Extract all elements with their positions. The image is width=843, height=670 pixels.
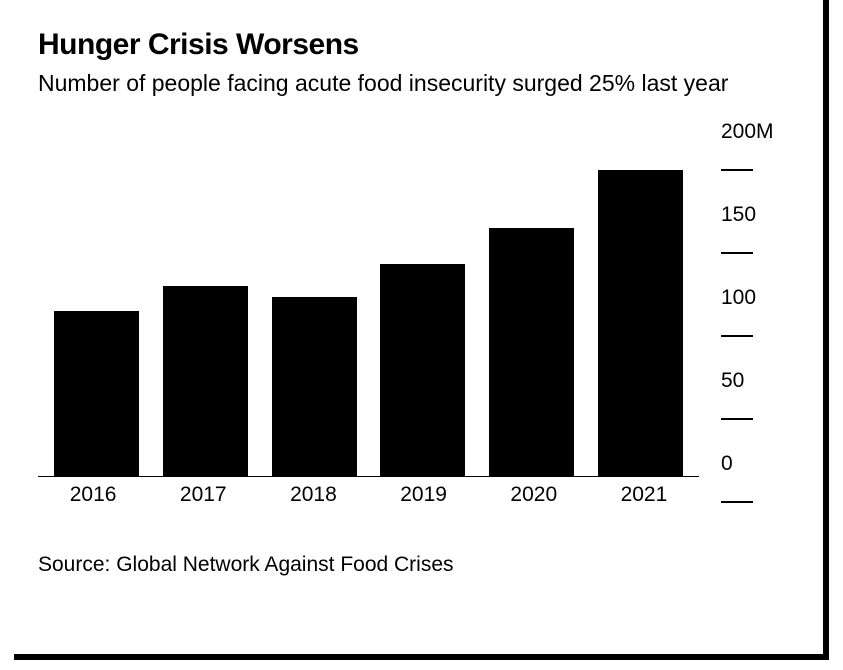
y-axis-label: 50 <box>707 370 787 394</box>
x-axis-label: 2017 <box>148 477 258 505</box>
bar-slot <box>586 145 695 476</box>
bar-chart: 0 50 100 150 200M 201620172018201920202021 <box>38 145 787 505</box>
y-axis-tick: 50 <box>707 394 787 420</box>
x-axis-label: 2019 <box>369 477 479 505</box>
y-axis-tick-line <box>721 335 753 337</box>
y-axis: 0 50 100 150 200M <box>707 145 787 477</box>
y-axis-label: 100 <box>707 287 787 311</box>
chart-panel: Hunger Crisis Worsens Number of people f… <box>14 0 829 660</box>
y-axis-tick: 100 <box>707 311 787 337</box>
x-axis-label: 2018 <box>258 477 368 505</box>
bar-slot <box>260 145 369 476</box>
chart-subtitle: Number of people facing acute food insec… <box>38 68 738 99</box>
bar <box>598 170 683 476</box>
bars-container <box>38 145 699 476</box>
bar-slot <box>368 145 477 476</box>
bar <box>380 264 465 476</box>
x-axis-label: 2020 <box>479 477 589 505</box>
y-axis-tick: 0 <box>707 477 787 503</box>
y-axis-tick-line <box>721 252 753 254</box>
bar-slot <box>42 145 151 476</box>
y-axis-tick-line <box>721 501 753 503</box>
y-axis-tick-line <box>721 169 753 171</box>
y-axis-label: 0 <box>707 453 787 477</box>
bar-slot <box>151 145 260 476</box>
x-axis-label: 2016 <box>38 477 148 505</box>
bar <box>272 297 357 476</box>
x-axis-label: 2021 <box>589 477 699 505</box>
bar-slot <box>477 145 586 476</box>
bar <box>163 286 248 476</box>
bar <box>54 311 139 477</box>
y-axis-label: 150 <box>707 204 787 228</box>
y-axis-tick: 200M <box>707 145 787 171</box>
y-axis-label: 200M <box>707 121 787 145</box>
chart-title: Hunger Crisis Worsens <box>38 28 787 62</box>
bar <box>489 228 574 476</box>
x-axis: 201620172018201920202021 <box>38 477 699 505</box>
source-text: Source: Global Network Against Food Cris… <box>38 553 787 577</box>
plot-area <box>38 145 699 477</box>
y-axis-tick-line <box>721 418 753 420</box>
y-axis-tick: 150 <box>707 228 787 254</box>
